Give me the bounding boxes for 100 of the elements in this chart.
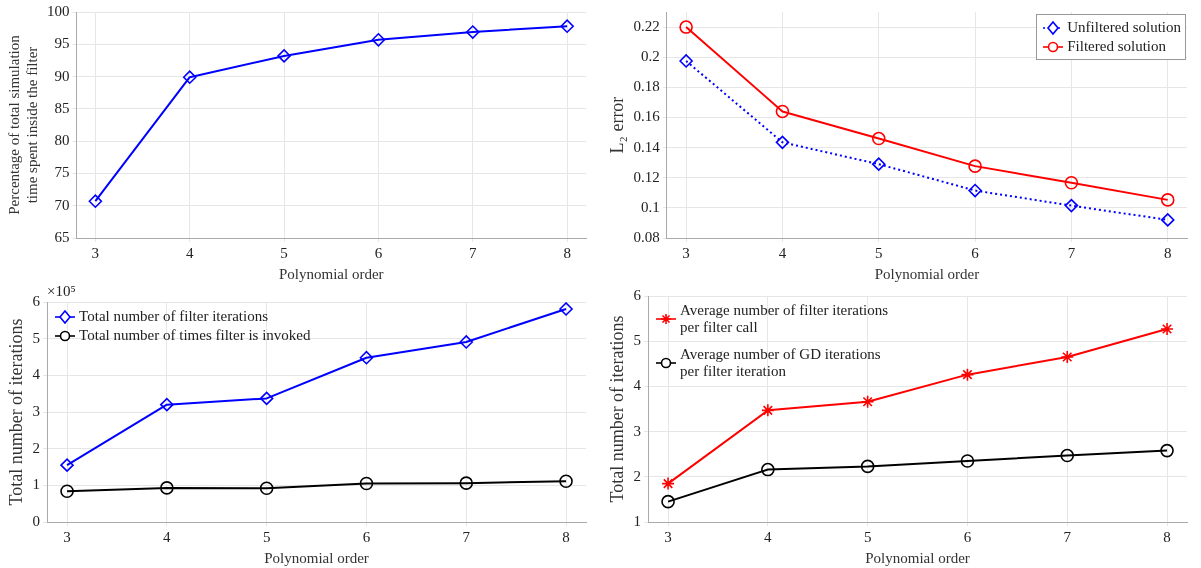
y-tick-label: 80 [54,132,70,149]
legend-label: Total number of filter iterations [79,308,268,325]
point [761,462,775,477]
y-tick-label: 0.08 [633,228,660,245]
point [1060,350,1075,364]
y-tick-label: 0.18 [633,78,660,95]
point [679,54,693,68]
point [775,104,790,119]
point [459,476,474,490]
x-tick-label: 5 [875,244,883,261]
x-tick-label: 6 [362,528,371,545]
y-tick-label: 90 [54,67,70,84]
point [860,459,875,474]
point [160,481,174,495]
y-tick-label: 95 [54,35,70,52]
point [60,458,74,472]
y-tick-label: 85 [54,99,70,116]
y-tick-label: 6 [32,292,41,309]
point [359,476,374,491]
x-tick-label: 7 [1067,244,1076,261]
point [679,20,693,34]
x-tick-label: 4 [185,244,194,261]
point [259,391,274,406]
y-tick-label: 65 [54,228,70,245]
point [860,394,875,409]
y-tick-label: 0.1 [641,198,660,215]
legend-label: Total number of times filter is invoked [79,327,311,344]
x-tick-label: 7 [1063,528,1072,545]
point [871,131,886,146]
x-tick-label: 5 [262,528,271,545]
x-tick-label: 6 [374,244,383,261]
point [259,481,274,496]
point [775,135,790,150]
x-axis-title: Polynomial order [865,549,970,566]
y-axis-title: Total number of iterations [5,318,26,506]
point [661,476,675,491]
y-tick-label: 0.22 [633,18,660,34]
y-tick-label: 5 [633,332,642,349]
point [871,157,886,171]
x-tick-label: 8 [563,244,571,261]
y-tick-label: 6 [633,286,642,303]
point [182,70,197,85]
y-tick-label: 4 [32,366,41,383]
point [88,194,103,208]
y-tick-label: 5 [32,329,41,346]
x-tick-label: 8 [562,528,570,545]
legend-label: Average number of filter iterations per filter call [680,302,890,336]
point [160,397,174,412]
x-tick-label: 5 [863,528,872,545]
y-tick-label: 3 [633,422,642,439]
point [277,49,291,63]
x-tick-label: 3 [682,244,690,261]
y-tick-label: 70 [54,196,70,213]
legend-label: Average number of GD iterations per filter iteration [680,346,882,380]
point [560,19,574,34]
x-tick-label: 6 [963,528,972,545]
y-tick-label: 3 [32,402,41,419]
y-tick-label: 0.2 [641,48,660,65]
point [960,454,975,468]
x-tick-label: 7 [469,244,478,261]
point [359,350,374,365]
x-tick-label: 4 [163,528,172,545]
point [60,484,74,498]
point [661,494,675,509]
y-axis-title: L₂ error [606,96,627,154]
point [1160,443,1174,458]
y-tick-label: 0.12 [633,168,660,185]
y-tick-label: 2 [633,467,642,484]
x-axis-title: Polynomial order [264,549,369,566]
point [960,367,975,382]
point [968,159,982,173]
x-tick-label: 3 [664,528,672,545]
x-tick-label: 3 [91,244,100,261]
y-tick-label: 0.14 [633,138,661,155]
point [465,25,480,39]
legend-label: Unfiltered solution [1067,19,1181,36]
x-axis-title: Polynomial order [278,265,384,282]
y-tick-label: 1 [633,512,642,529]
y-tick-label: 2 [32,439,41,456]
y-tick-label: 1 [32,476,41,493]
y-tick-label: 4 [633,377,642,394]
point [459,335,474,349]
y-tick-label: 0 [32,512,41,529]
x-tick-label: 4 [764,528,773,545]
y-tick-label: 75 [54,164,70,181]
legend-label: Filtered solution [1067,38,1167,55]
y-tick-label: 100 [47,2,70,19]
x-tick-label: 6 [971,244,980,261]
x-tick-label: 8 [1163,528,1171,545]
point [559,474,573,489]
point [1060,448,1075,463]
x-tick-label: 4 [778,244,787,261]
point [1064,175,1079,190]
x-axis-title: Polynomial order [874,265,980,282]
x-tick-label: 5 [280,244,288,261]
point [371,32,386,47]
point [1160,213,1175,227]
point [1160,322,1174,336]
y-axis-title: Percentage of total simulation time spent inside the filter [5,34,40,215]
point [1160,193,1175,207]
